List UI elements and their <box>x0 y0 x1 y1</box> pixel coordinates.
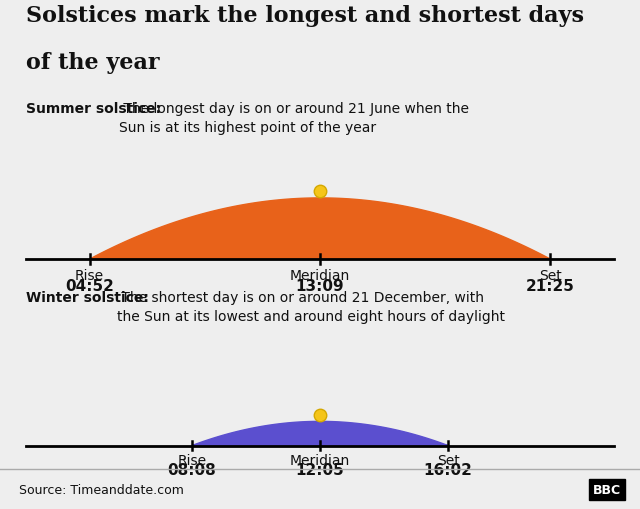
Text: Rise: Rise <box>177 453 207 467</box>
Text: The shortest day is on or around 21 December, with
the Sun at its lowest and aro: The shortest day is on or around 21 Dece… <box>117 290 505 324</box>
Polygon shape <box>90 199 550 260</box>
Text: Set: Set <box>436 453 460 467</box>
Polygon shape <box>192 421 448 446</box>
Text: 08:08: 08:08 <box>168 462 216 477</box>
Text: Set: Set <box>539 268 562 282</box>
Text: 12:05: 12:05 <box>296 462 344 477</box>
Text: The longest day is on or around 21 June when the
Sun is at its highest point of : The longest day is on or around 21 June … <box>119 102 469 135</box>
Text: Meridian: Meridian <box>290 453 350 467</box>
Text: 21:25: 21:25 <box>526 278 575 293</box>
Text: Rise: Rise <box>75 268 104 282</box>
Text: Source: Timeanddate.com: Source: Timeanddate.com <box>19 483 184 496</box>
Text: 16:02: 16:02 <box>424 462 472 477</box>
Text: 04:52: 04:52 <box>65 278 114 293</box>
Text: Meridian: Meridian <box>290 268 350 282</box>
Text: of the year: of the year <box>26 51 159 73</box>
Text: 13:09: 13:09 <box>296 278 344 293</box>
Text: BBC: BBC <box>593 483 621 496</box>
Text: Summer solstice:: Summer solstice: <box>26 102 161 116</box>
Text: Winter solstice:: Winter solstice: <box>26 290 148 304</box>
Text: Solstices mark the longest and shortest days: Solstices mark the longest and shortest … <box>26 5 584 27</box>
